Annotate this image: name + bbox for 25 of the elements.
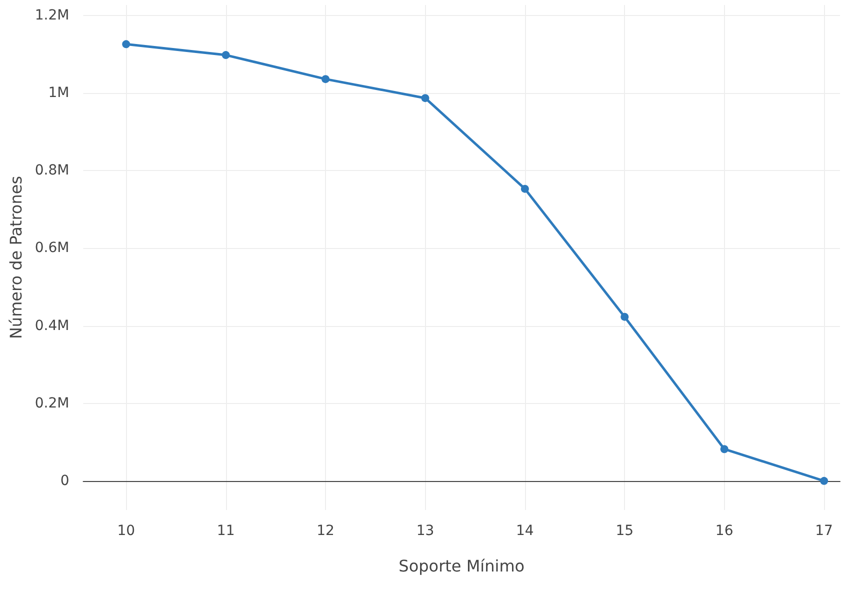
- point: [322, 75, 330, 84]
- x-tick-label: 15: [616, 523, 634, 539]
- x-tick-label: 17: [815, 523, 833, 539]
- x-axis-title: Soporte Mínimo: [398, 556, 525, 576]
- y-axis-title: Número de Patrones: [6, 176, 26, 340]
- x-tick-label: 14: [516, 523, 534, 539]
- y-tick-label: 0.8M: [34, 162, 70, 179]
- x-tick-label: 16: [715, 523, 734, 539]
- y-tick-label: 1.2M: [34, 7, 70, 24]
- x-tick-label: 10: [117, 523, 136, 539]
- point: [620, 312, 629, 321]
- point: [820, 476, 828, 485]
- x-tick-label: 13: [416, 523, 434, 539]
- y-tick-label: 0.2M: [34, 395, 70, 412]
- x-tick-label: 11: [216, 523, 235, 539]
- point: [222, 51, 230, 60]
- point: [421, 94, 430, 102]
- y-tick-label: 1M: [48, 85, 70, 102]
- point: [720, 445, 728, 454]
- point: [520, 184, 529, 193]
- x-tick-label: 12: [316, 523, 334, 539]
- y-tick-label: 0.4M: [34, 318, 70, 334]
- y-tick-label: 0.6M: [34, 240, 70, 256]
- point: [122, 40, 130, 48]
- y-tick-label: 0: [60, 472, 70, 489]
